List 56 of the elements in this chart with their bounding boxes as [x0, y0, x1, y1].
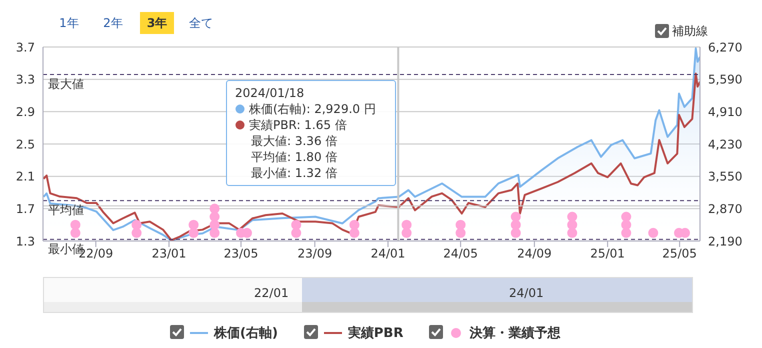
text: 2年: [102, 15, 124, 32]
point: [456, 220, 466, 230]
x-tick-label: 23/01: [152, 246, 186, 261]
point: [402, 228, 412, 238]
point: [132, 220, 142, 230]
y-tick-label: 2.1: [16, 170, 35, 184]
point: [132, 228, 142, 238]
x-tick-label: 24/09: [517, 246, 552, 261]
annotation: 2024/01/18: [235, 85, 304, 101]
point: [456, 228, 466, 238]
point: [621, 212, 632, 222]
y2-tick-label: 6,270: [708, 40, 742, 54]
text: 全て: [188, 15, 214, 32]
ref-line-label: 平均値: [48, 203, 84, 218]
range-navigator: 22/01 24/01: [43, 277, 693, 313]
x-tick-label: 25/05: [662, 246, 697, 261]
y2-tick-label: 2,870: [708, 202, 742, 216]
point: [210, 228, 220, 238]
point: [210, 204, 220, 214]
y-tick-label: 3.7: [16, 40, 35, 54]
annotation: 最小値: 1.32 倍: [251, 165, 338, 181]
point: [70, 220, 80, 230]
point: [567, 212, 578, 222]
y2-tick-label: 4,230: [708, 137, 742, 152]
text: 補助線: [672, 23, 708, 40]
x-tick-label: 23/05: [224, 246, 258, 261]
y2-tick-label: 2,190: [708, 234, 742, 248]
annotation: 株価(右軸): 2,929.0 円: [249, 101, 376, 117]
y2-tick-label: 3,550: [708, 170, 742, 184]
text: 1年: [58, 15, 80, 32]
x-tick-label: 23/09: [298, 246, 332, 261]
point: [510, 212, 521, 222]
legend-label: 実績PBR: [348, 324, 404, 342]
y-tick-label: 2.5: [16, 137, 35, 152]
x-tick-label: 24/05: [443, 246, 478, 261]
y-tick-label: 3.3: [16, 72, 35, 87]
annotation: 最大値: 3.36 倍: [251, 133, 338, 149]
y2-tick-label: 5,590: [708, 72, 742, 87]
x-tick-label: 25/01: [590, 246, 625, 261]
y-tick-label: 1.7: [16, 202, 35, 216]
y-tick-label: 1.3: [16, 234, 35, 248]
legend-label: 株価(右軸): [214, 325, 278, 342]
annotation: 実績PBR: 1.65 倍: [249, 117, 347, 133]
y2-tick-label: 4,910: [708, 104, 742, 119]
annotation: 平均値: 1.80 倍: [251, 149, 338, 165]
ref-line-label: 最大値: [48, 77, 84, 92]
point: [349, 220, 360, 230]
legend-label: 決算・業績予想: [469, 325, 560, 342]
point: [402, 220, 412, 230]
text: 3年: [140, 12, 174, 34]
point: [648, 228, 658, 238]
point: [188, 228, 199, 238]
point: [291, 220, 302, 230]
x-tick-label: 24/01: [370, 246, 406, 261]
y-tick-label: 2.9: [16, 104, 35, 119]
point: [188, 220, 199, 230]
